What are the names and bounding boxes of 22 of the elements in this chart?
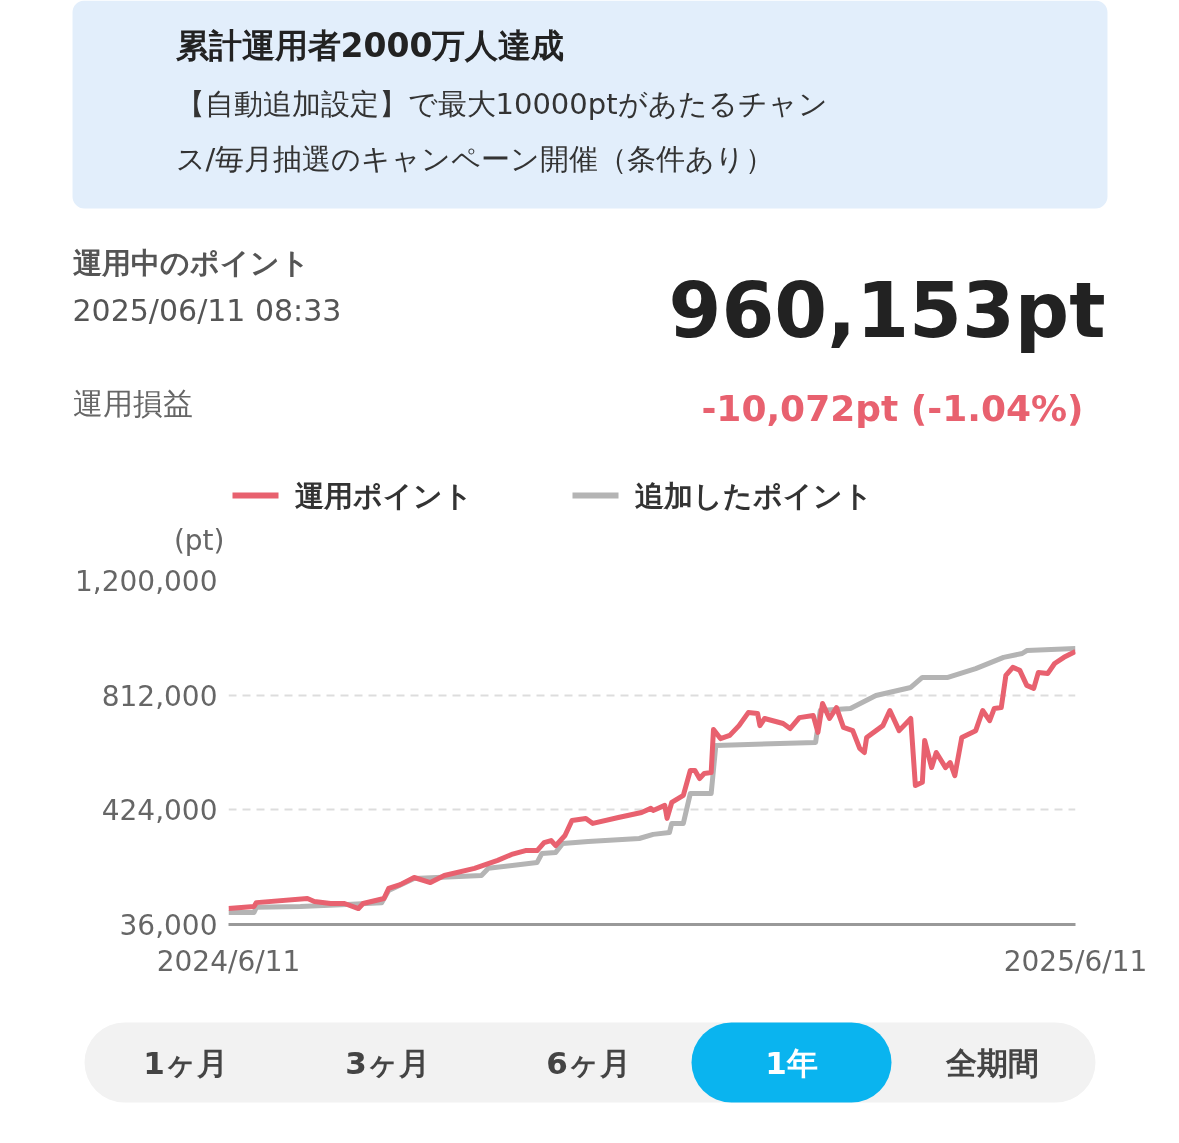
y-tick-label: 812,000 (101, 679, 218, 713)
chart-title: 運用中のポイント (72, 245, 310, 280)
y-tick-label: 36,000 (119, 909, 218, 942)
text: 960,153pt (668, 266, 1106, 355)
legend-label: 追加したポイント (634, 478, 873, 513)
text: 【自動追加設定】で最大10000ptがあたるチャン (175, 86, 828, 121)
y-tick-label: 424,000 (101, 794, 218, 828)
text: 6ヶ月 (546, 1044, 631, 1081)
text: 全期間 (945, 1044, 1039, 1081)
text: 累計運用者2000万人達成 (175, 26, 565, 65)
legend-label: 運用ポイント (294, 478, 473, 513)
text: 3ヶ月 (345, 1044, 430, 1081)
y-axis-title: (pt) (173, 524, 225, 557)
text: 運用損益 (72, 386, 193, 421)
x-tick-label: 2024/6/11 (156, 944, 301, 978)
text: 1ヶ月 (143, 1044, 228, 1081)
text: ス/毎月抽選のキャンペーン開催（条件あり） (175, 141, 775, 176)
text: -10,072pt (-1.04%) (701, 388, 1084, 429)
chart-subtitle: 2025/06/11 08:33 (72, 293, 342, 328)
y-tick-label: 1,200,000 (75, 565, 218, 598)
x-tick-label: 2025/6/11 (1003, 944, 1148, 978)
text: 1年 (765, 1044, 818, 1081)
